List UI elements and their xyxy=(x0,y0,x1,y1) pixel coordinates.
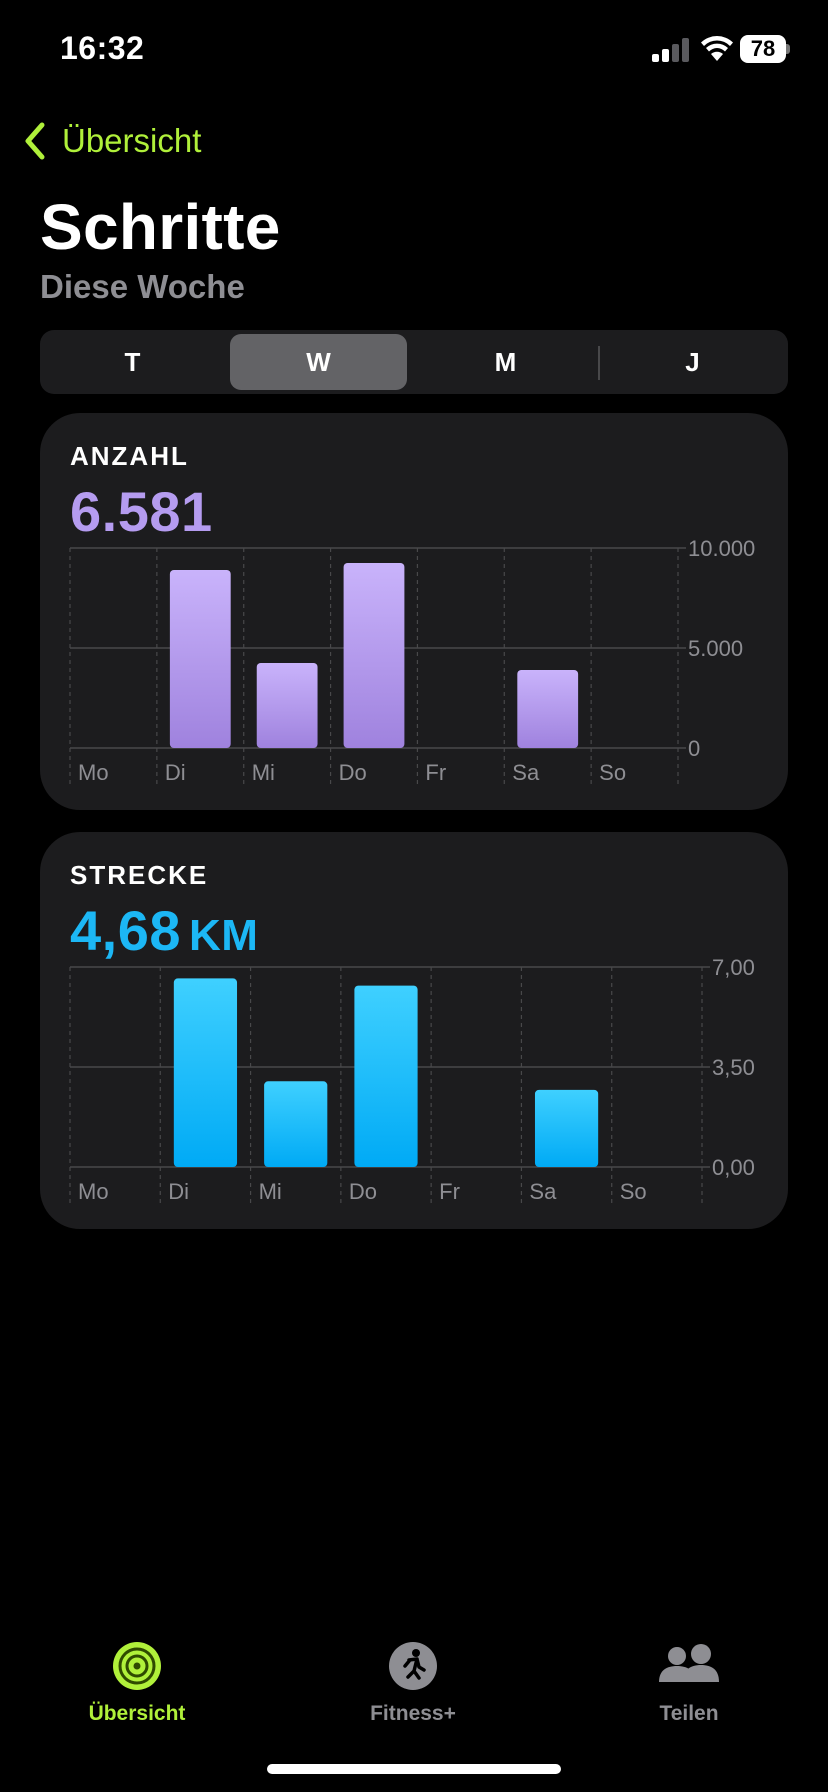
battery-level: 78 xyxy=(740,35,786,63)
steps-card[interactable]: ANZAHL 6.581 10.000 5.000 0 Mo Di Mi Do Fr Sa So xyxy=(40,413,788,810)
distance-x-tick-label: Fr xyxy=(439,1179,460,1204)
steps-bar-chart: 10.000 5.000 0 Mo Di Mi Do Fr Sa So xyxy=(69,536,755,786)
back-label: Übersicht xyxy=(62,122,202,159)
steps-y-tick-label: 0 xyxy=(688,736,700,761)
distance-x-tick-label: Do xyxy=(349,1179,377,1204)
status-time: 16:32 xyxy=(60,30,145,66)
segment-week[interactable]: W xyxy=(230,334,407,390)
steps-x-tick-label: So xyxy=(599,760,626,785)
tab-fitness-plus[interactable]: Fitness+ xyxy=(323,1640,503,1726)
status-bar: 16:32 78 xyxy=(0,0,828,100)
page-subtitle: Diese Woche xyxy=(40,268,245,305)
steps-bar-sa[interactable] xyxy=(517,670,579,748)
distance-value: 4,68 xyxy=(70,899,181,962)
wifi-icon xyxy=(701,36,733,61)
distance-bar-do[interactable] xyxy=(354,985,418,1167)
people-icon xyxy=(659,1644,719,1682)
distance-value-row: 4,68 KM xyxy=(70,898,258,963)
distance-bar-sa[interactable] xyxy=(534,1089,599,1167)
steps-label: ANZAHL xyxy=(70,441,189,471)
activity-rings-icon xyxy=(113,1642,161,1690)
steps-x-tick-label: Sa xyxy=(512,760,540,785)
steps-bar-do[interactable] xyxy=(343,563,405,748)
back-button[interactable]: Übersicht xyxy=(22,118,201,164)
tab-sharing-label: Teilen xyxy=(659,1702,719,1725)
distance-x-tick-label: Mo xyxy=(78,1179,109,1204)
distance-card[interactable]: STRECKE 4,68 KM 7,00 3,50 0,00 Mo Di Mi Do Fr Sa S… xyxy=(40,832,788,1229)
distance-x-tick-label: Sa xyxy=(529,1179,557,1204)
tab-sharing[interactable]: Teilen xyxy=(599,1640,779,1726)
tab-bar: Übersicht Fitness+ Teilen xyxy=(0,1620,828,1792)
chevron-left-icon xyxy=(25,122,45,160)
running-figure-icon xyxy=(389,1642,437,1690)
distance-bar-di[interactable] xyxy=(173,978,238,1167)
steps-y-tick-label: 5.000 xyxy=(688,636,743,661)
tab-fitness-plus-label: Fitness+ xyxy=(370,1702,456,1725)
tab-overview-label: Übersicht xyxy=(88,1702,186,1725)
distance-y-tick-label: 3,50 xyxy=(712,1055,755,1080)
page-title: Schritte xyxy=(40,191,281,263)
distance-x-tick-label: So xyxy=(620,1179,647,1204)
distance-label: STRECKE xyxy=(70,860,209,890)
steps-x-tick-label: Mi xyxy=(252,760,275,785)
battery-icon: 78 xyxy=(740,35,790,63)
distance-x-tick-label: Di xyxy=(168,1179,189,1204)
steps-bar-di[interactable] xyxy=(169,570,231,748)
period-segmented-control: T W M J xyxy=(40,330,788,394)
distance-bar-mi[interactable] xyxy=(264,1081,328,1167)
segment-day[interactable]: T xyxy=(124,346,141,377)
segment-year[interactable]: J xyxy=(685,346,700,377)
steps-x-tick-label: Di xyxy=(165,760,186,785)
steps-value: 6.581 xyxy=(70,480,213,543)
steps-x-tick-label: Fr xyxy=(425,760,446,785)
steps-x-tick-label: Do xyxy=(339,760,367,785)
cellular-signal-icon xyxy=(652,38,689,62)
distance-y-tick-label: 7,00 xyxy=(712,955,755,980)
distance-unit: KM xyxy=(189,911,259,960)
home-indicator xyxy=(267,1764,561,1774)
distance-bar-chart: 7,00 3,50 0,00 Mo Di Mi Do Fr Sa So xyxy=(69,955,755,1205)
steps-x-tick-label: Mo xyxy=(78,760,109,785)
segment-month[interactable]: M xyxy=(494,346,517,377)
steps-bar-mi[interactable] xyxy=(256,663,318,748)
distance-x-tick-label: Mi xyxy=(259,1179,282,1204)
tab-overview[interactable]: Übersicht xyxy=(47,1640,227,1726)
distance-y-tick-label: 0,00 xyxy=(712,1155,755,1180)
steps-y-tick-label: 10.000 xyxy=(688,536,755,561)
